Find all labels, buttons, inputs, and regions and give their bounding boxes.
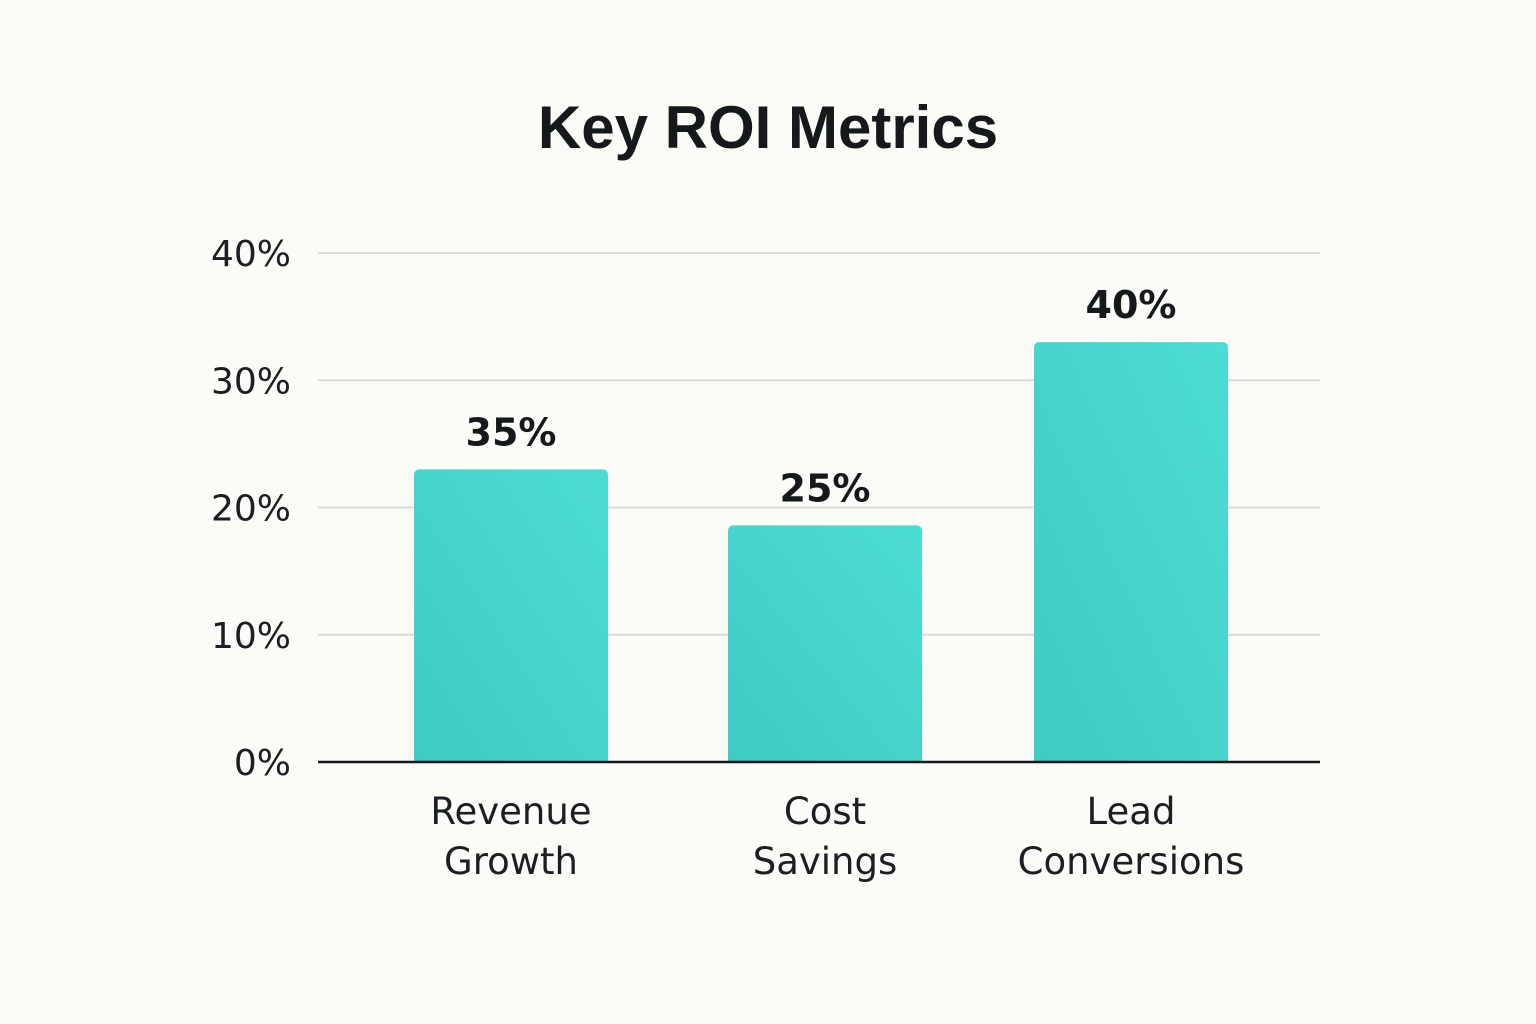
bar-value-label: 35% xyxy=(466,410,557,454)
bar xyxy=(728,525,922,762)
y-tick-label: 0% xyxy=(234,743,291,784)
y-tick-label: 30% xyxy=(211,361,291,402)
bar xyxy=(414,469,608,762)
x-category-label: Savings xyxy=(753,840,898,883)
x-category-label: Lead xyxy=(1087,790,1176,833)
bar-value-label: 25% xyxy=(780,466,871,510)
x-axis-categories: Revenue Growth Cost Savings Lead Conversions xyxy=(430,790,1244,883)
y-axis-ticks: 0% 10% 20% 30% 40% xyxy=(211,234,291,784)
bar-value-label: 40% xyxy=(1086,283,1177,327)
y-tick-label: 40% xyxy=(211,234,291,275)
y-tick-label: 10% xyxy=(211,616,291,657)
bars xyxy=(414,342,1228,762)
chart-title: Key ROI Metrics xyxy=(538,94,998,161)
x-category-label: Conversions xyxy=(1018,840,1245,883)
value-labels: 35% 25% 40% xyxy=(466,283,1177,510)
y-tick-label: 20% xyxy=(211,489,291,530)
bar xyxy=(1034,342,1228,762)
x-category-label: Cost xyxy=(784,790,866,833)
x-category-label: Growth xyxy=(444,840,578,883)
x-category-label: Revenue xyxy=(430,790,591,833)
